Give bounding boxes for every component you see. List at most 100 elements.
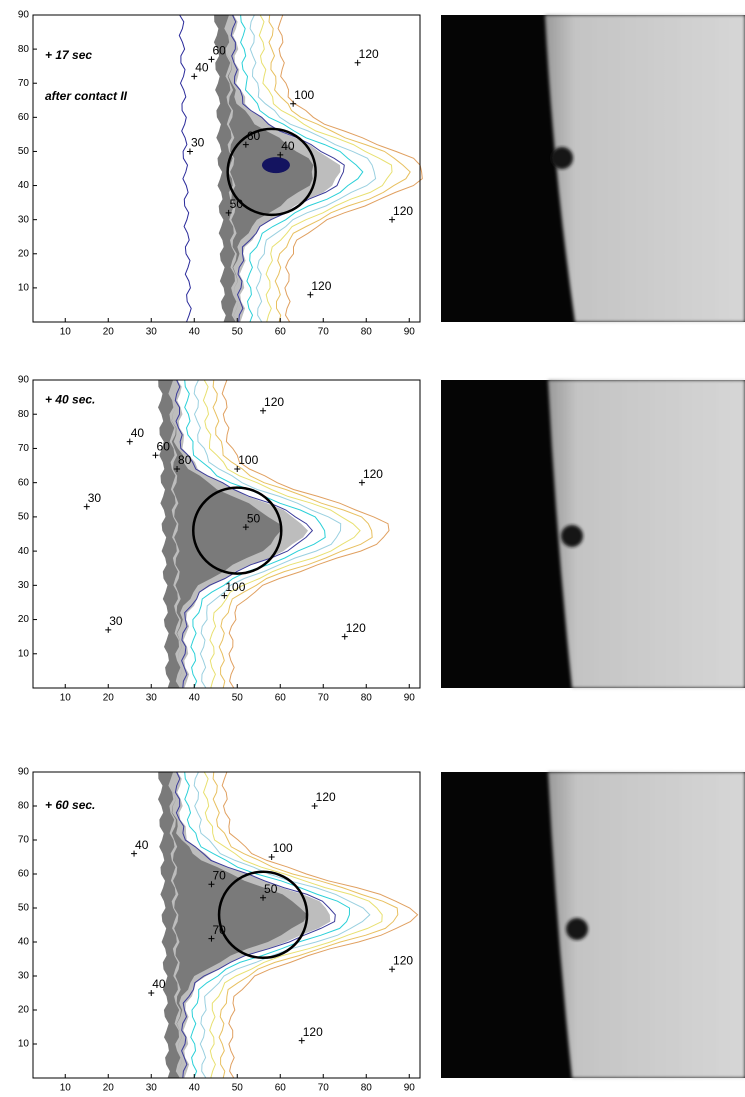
y-tick-label: 80	[18, 801, 30, 812]
x-tick-label: 40	[189, 693, 201, 704]
y-tick-label: 50	[18, 512, 30, 523]
y-tick-label: 70	[18, 835, 30, 846]
x-tick-label: 60	[275, 1083, 287, 1094]
contour-label: 40	[281, 139, 295, 153]
contour-label: 120	[393, 953, 413, 967]
contour-line	[277, 14, 423, 323]
label-cross	[389, 216, 396, 223]
x-tick-label: 90	[404, 1083, 416, 1094]
x-tick-label: 30	[146, 327, 158, 338]
label-cross	[311, 803, 318, 809]
plot-frame	[32, 14, 421, 323]
x-tick-label: 10	[60, 327, 72, 338]
y-tick-label: 80	[18, 409, 30, 420]
contour-line	[193, 771, 371, 1079]
y-tick-label: 70	[18, 443, 30, 454]
contour-label: 120	[359, 47, 379, 61]
y-tick-label: 10	[18, 283, 30, 294]
contour-line	[178, 14, 192, 323]
x-tick-label: 40	[189, 1083, 201, 1094]
contour-label: 40	[135, 838, 149, 852]
label-cross	[174, 465, 181, 472]
contour-line	[258, 14, 393, 323]
y-tick-label: 60	[18, 869, 30, 880]
photo-planet	[551, 147, 573, 169]
contour-label: 120	[264, 395, 284, 409]
label-cross	[260, 894, 267, 901]
y-tick-label: 50	[18, 903, 30, 914]
disc-dark	[170, 380, 281, 688]
plot-frame	[32, 771, 421, 1079]
label-cross	[208, 935, 215, 942]
contour-label: 70	[212, 868, 226, 882]
contour-label: 30	[109, 614, 123, 628]
photo	[441, 772, 745, 1078]
label-cross	[358, 479, 365, 486]
y-tick-label: 80	[18, 44, 30, 55]
y-tick-label: 90	[18, 375, 30, 386]
label-cross	[152, 452, 159, 459]
y-tick-label: 10	[18, 648, 30, 659]
annotation: after contact II	[45, 89, 128, 103]
label-cross	[389, 966, 396, 973]
x-tick-label: 20	[103, 327, 115, 338]
label-cross	[131, 850, 138, 857]
contour-label: 120	[393, 204, 413, 218]
contour-line	[221, 771, 419, 1079]
x-tick-label: 10	[60, 1083, 72, 1094]
contour-line	[174, 771, 336, 1079]
photo	[441, 380, 745, 688]
annotation: + 60 sec.	[45, 798, 95, 812]
y-tick-label: 50	[18, 146, 30, 157]
contour-line	[221, 379, 390, 689]
planet-circle	[226, 127, 317, 217]
y-tick-label: 20	[18, 1005, 30, 1016]
y-tick-label: 90	[18, 767, 30, 778]
contour-line	[240, 14, 364, 323]
y-tick-label: 30	[18, 580, 30, 591]
contour-label: 80	[178, 453, 192, 467]
label-cross	[307, 291, 314, 298]
y-tick-label: 30	[18, 971, 30, 982]
x-tick-label: 50	[232, 1083, 244, 1094]
y-tick-label: 60	[18, 112, 30, 123]
y-tick-label: 30	[18, 214, 30, 225]
y-tick-label: 10	[18, 1039, 30, 1050]
contour-line	[193, 379, 342, 689]
x-tick-label: 80	[361, 693, 373, 704]
contour-label: 40	[195, 61, 209, 75]
umbra	[261, 157, 290, 174]
label-cross	[191, 73, 198, 80]
y-tick-label: 20	[18, 248, 30, 259]
x-tick-label: 50	[232, 693, 244, 704]
contour-line	[268, 14, 411, 323]
label-cross	[298, 1037, 305, 1044]
label-cross	[105, 626, 112, 633]
contour-line	[230, 14, 345, 323]
contour-label: 60	[157, 439, 171, 453]
contour-label: 40	[131, 426, 145, 440]
x-tick-label: 70	[318, 693, 330, 704]
x-tick-label: 90	[404, 327, 416, 338]
x-tick-label: 40	[189, 327, 201, 338]
contour-line	[184, 771, 351, 1079]
planet-circle	[192, 486, 283, 575]
contour-label: 100	[225, 580, 245, 594]
disc-dark	[170, 772, 308, 1078]
contour-label: 120	[311, 279, 331, 293]
y-tick-label: 40	[18, 180, 30, 191]
y-tick-label: 60	[18, 477, 30, 488]
photo-sun	[548, 772, 745, 1078]
contour-label: 50	[264, 882, 278, 896]
x-tick-label: 70	[318, 1083, 330, 1094]
label-cross	[225, 209, 232, 216]
plot-frame	[32, 379, 421, 689]
label-cross	[221, 592, 228, 599]
contour-panel: 10 20 30 40 50 60 70 80 90 10 20 30 40 50 60 70 80 90 + 17…	[18, 10, 423, 338]
x-tick-label: 30	[146, 1083, 158, 1094]
label-cross	[208, 881, 215, 888]
contour-label: 30	[88, 491, 102, 505]
label-cross	[268, 854, 275, 860]
contour-label: 120	[346, 621, 366, 635]
y-tick-label: 40	[18, 546, 30, 557]
